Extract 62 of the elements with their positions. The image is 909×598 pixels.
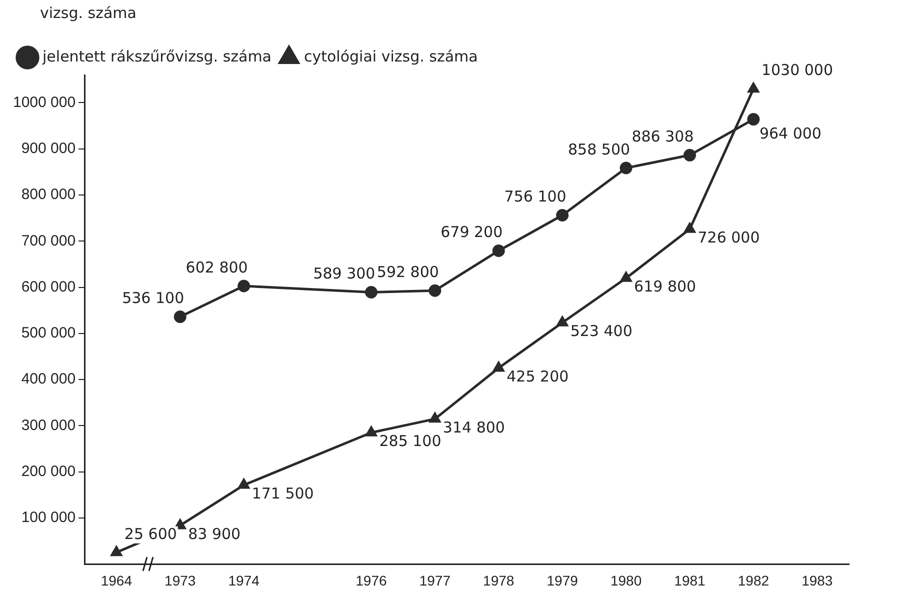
x-tick-label: 1974 [228, 572, 260, 588]
y-axis-title: vizsg. száma [40, 4, 136, 22]
data-label: 536 100 [122, 289, 184, 308]
point [429, 412, 441, 423]
legend-label: cytológiai vizsg. száma [304, 47, 478, 66]
y-tick-label: 500 000 [21, 324, 76, 342]
point [747, 113, 760, 126]
point [683, 148, 696, 162]
data-label: 858 500 [568, 140, 630, 158]
x-tick-label: 1977 [419, 572, 451, 588]
x-tick-label: 1980 [610, 572, 642, 588]
data-label: 1030 000 [761, 61, 834, 80]
point [684, 222, 696, 233]
point [620, 162, 632, 174]
legend-label: jelentett rákszűrővizsg. száma [42, 47, 272, 66]
data-label: 679 200 [440, 223, 503, 242]
data-label: 964 000 [759, 124, 822, 143]
point [428, 284, 442, 297]
x-tick-label: 1976 [356, 572, 388, 588]
point [238, 280, 250, 292]
data-label: 619 800 [634, 278, 696, 296]
x-tick-label: 1981 [674, 572, 706, 588]
point [364, 286, 378, 298]
x-tick-label: 1964 [100, 572, 132, 588]
point [238, 478, 250, 489]
y-tick-label: 400 000 [21, 370, 76, 388]
x-tick-label: 1979 [546, 572, 578, 588]
point [556, 316, 568, 326]
point [493, 362, 504, 372]
y-tick-label: 100 000 [21, 509, 76, 526]
data-label: 523 400 [570, 322, 632, 340]
data-label: 756 100 [504, 188, 566, 206]
x-tick-label: 1978 [483, 572, 514, 588]
point [492, 244, 505, 257]
data-label: 314 800 [442, 418, 505, 436]
point [620, 272, 632, 282]
point [174, 519, 186, 530]
data-label: 602 800 [186, 258, 248, 276]
point [366, 426, 377, 436]
y-tick-label: 1000 000 [12, 94, 76, 111]
data-label: 592 800 [376, 263, 439, 282]
data-label: 886 308 [632, 128, 694, 146]
point [174, 310, 186, 324]
x-tick-label: 1982 [738, 572, 770, 588]
y-tick-label: 600 000 [21, 278, 76, 296]
data-label: 285 100 [379, 432, 442, 450]
data-label: 25 600 [124, 524, 177, 543]
y-tick-label: 200 000 [21, 463, 76, 480]
data-label: 425 200 [506, 367, 569, 386]
point [110, 546, 122, 556]
y-tick-label: 800 000 [21, 186, 76, 204]
data-label: 726 000 [698, 228, 760, 247]
y-tick-label: 300 000 [21, 416, 76, 434]
x-tick-label: 1983 [802, 572, 833, 588]
point [748, 82, 760, 93]
y-tick-label: 700 000 [21, 232, 76, 250]
y-tick-label: 900 000 [21, 140, 76, 157]
point [556, 209, 569, 222]
data-label: 589 300 [313, 264, 376, 283]
data-label: 171 500 [252, 484, 314, 502]
x-tick-label: 1973 [164, 572, 196, 588]
data-label: 83 900 [188, 524, 241, 543]
